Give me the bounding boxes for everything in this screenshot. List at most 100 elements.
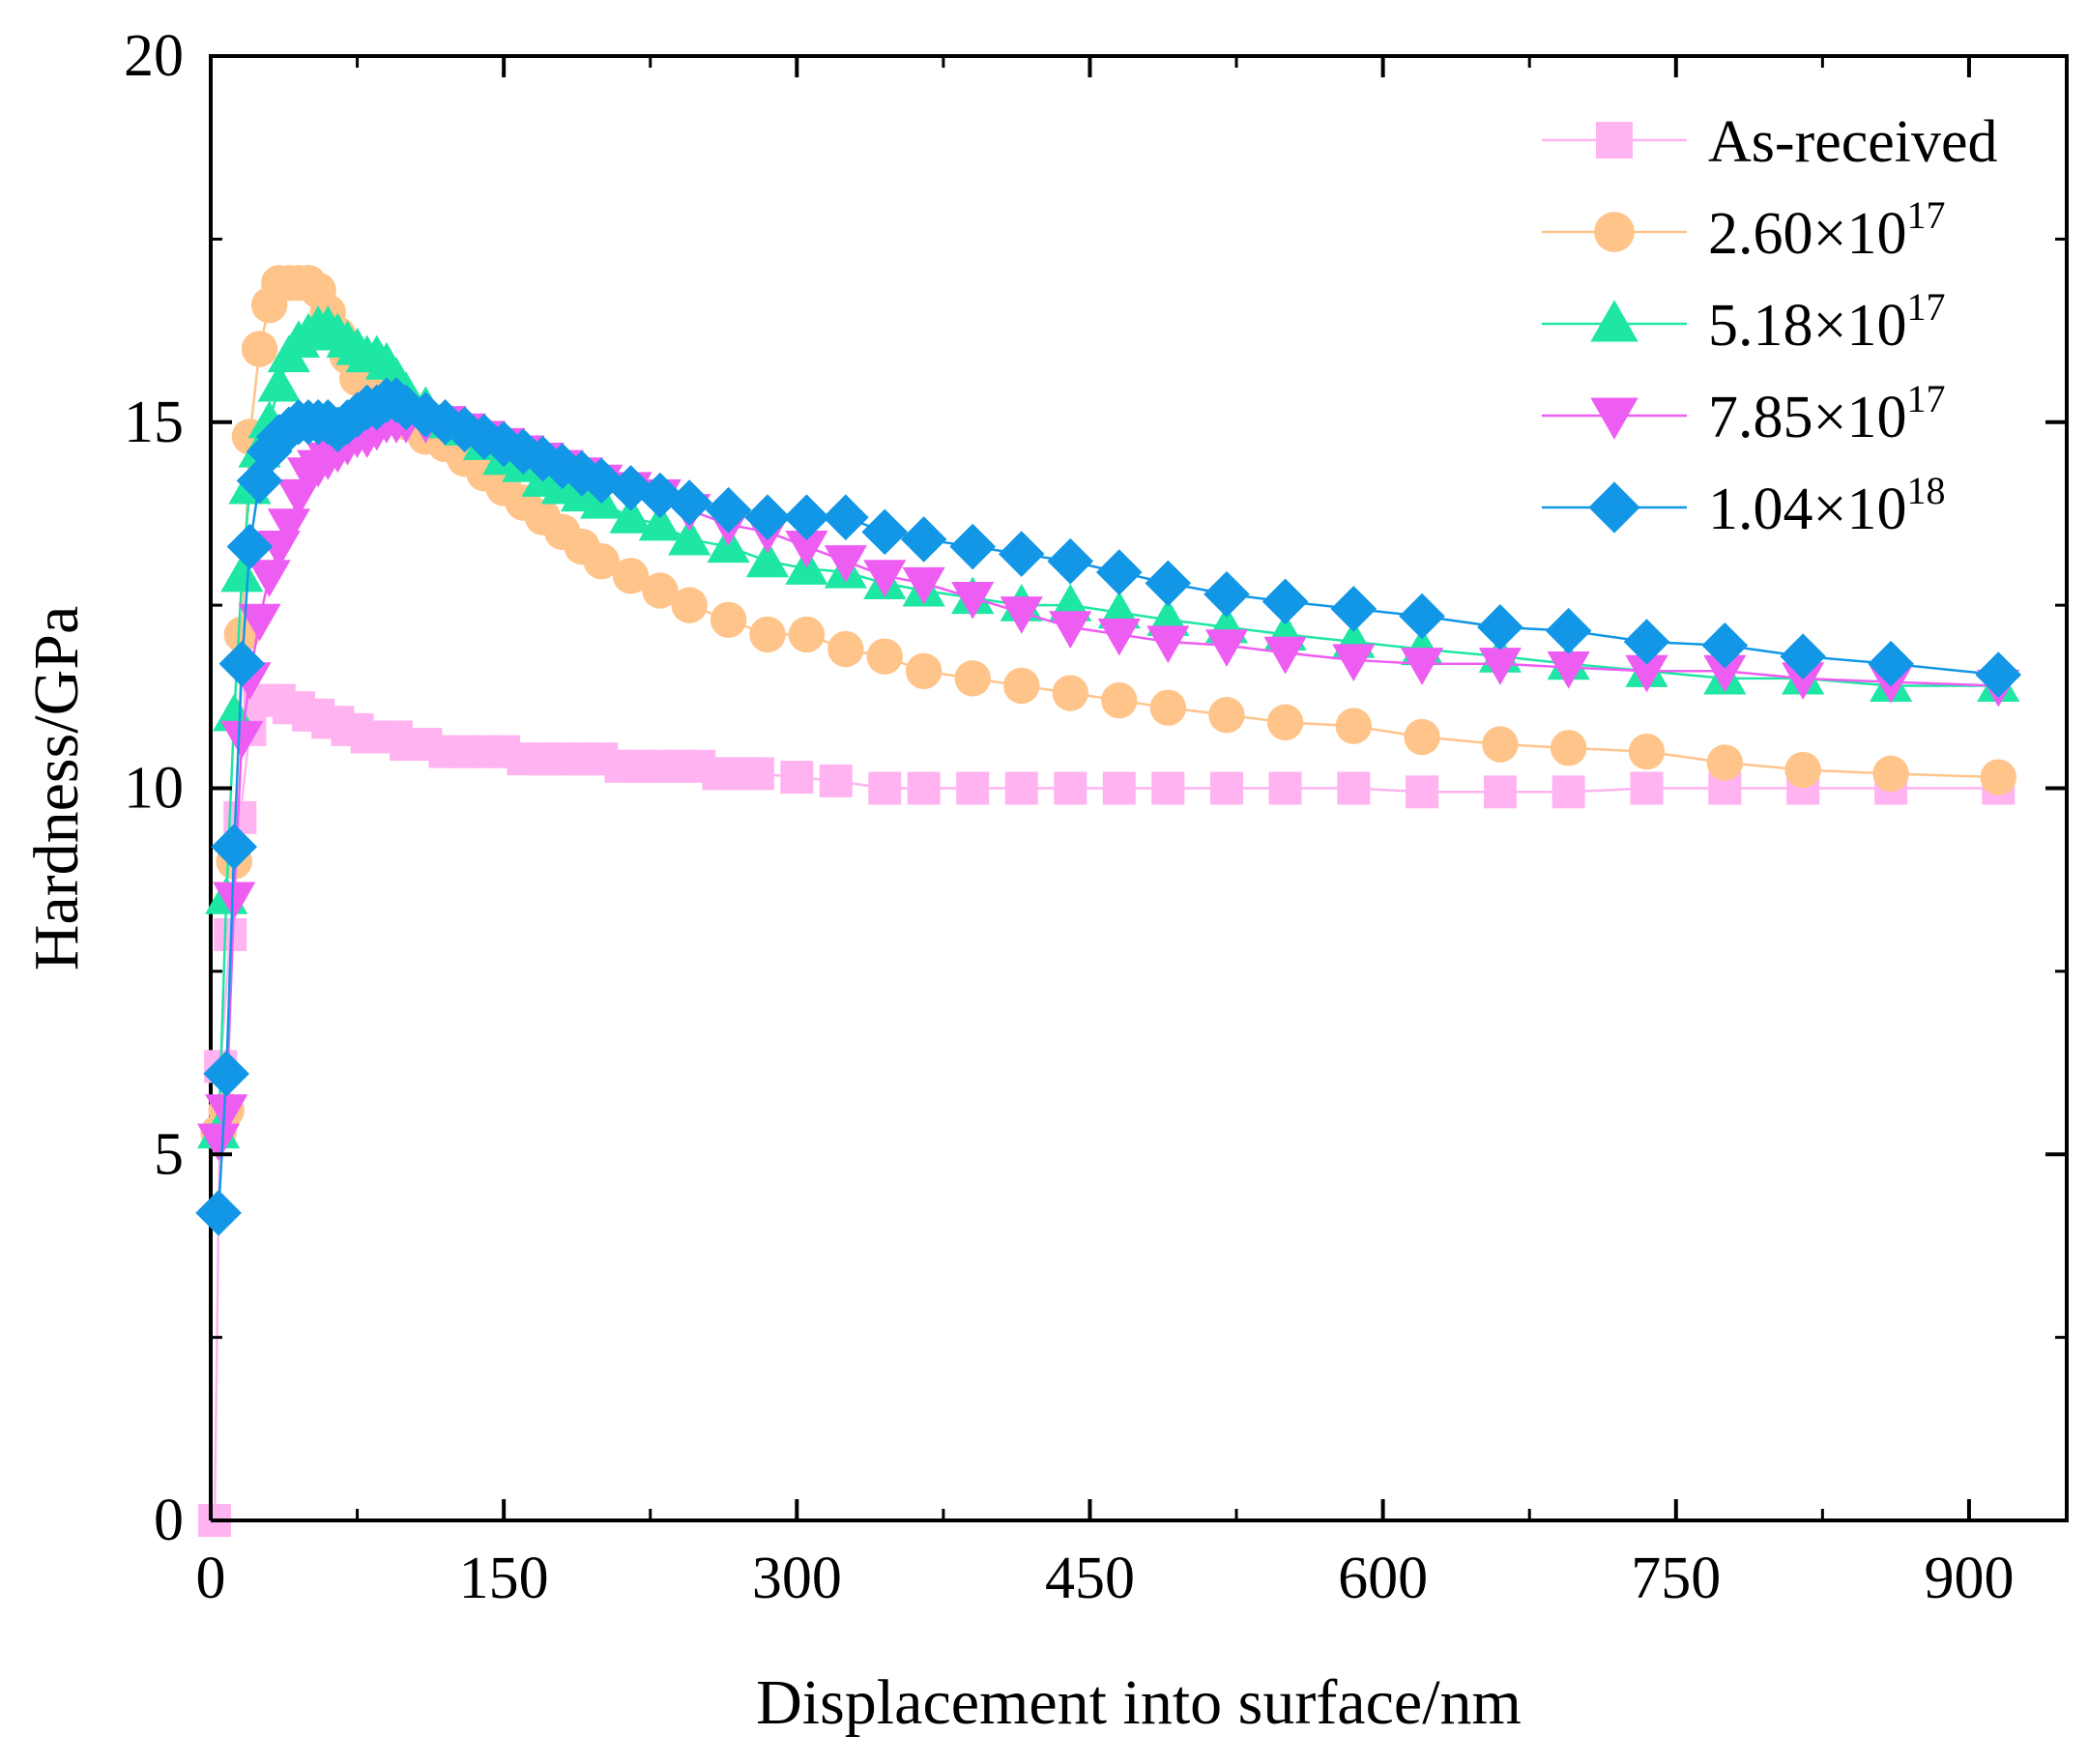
data-point [1095, 549, 1143, 595]
x-tick-label: 300 [752, 1546, 842, 1611]
data-point [1266, 704, 1304, 741]
x-tick-label: 600 [1338, 1546, 1428, 1611]
data-point [1780, 633, 1826, 680]
data-point [900, 516, 947, 563]
data-point [1868, 640, 1914, 687]
data-point [956, 771, 990, 805]
data-point [1263, 636, 1307, 675]
data-point [1262, 578, 1309, 625]
legend-marker [1596, 122, 1633, 159]
data-point [824, 545, 867, 583]
data-point [213, 882, 256, 920]
data-point [1545, 607, 1592, 654]
legend: As-received 2.60×1017 5.18×1017 7.85×1017 1.… [1542, 109, 1998, 542]
legend-label-exponent: 17 [1906, 285, 1945, 329]
data-point [1550, 730, 1587, 766]
data-point [196, 1123, 241, 1162]
data-point [902, 566, 945, 605]
data-point [1209, 771, 1243, 805]
series-1 [198, 683, 2016, 1537]
data-point [205, 1094, 248, 1132]
data-point [1149, 689, 1187, 726]
legend-label-exponent: 18 [1906, 469, 1945, 512]
data-point [868, 771, 902, 805]
data-point [905, 652, 942, 689]
data-point [1478, 648, 1522, 685]
data-point [1703, 654, 1747, 693]
data-point [1004, 771, 1038, 805]
legend-marker [1594, 212, 1635, 252]
data-point [612, 558, 650, 594]
legend-label-exponent: 17 [1906, 193, 1945, 237]
legend-label-exponent: 17 [1906, 377, 1945, 420]
data-point [1047, 537, 1094, 585]
data-point [1097, 618, 1141, 656]
data-point [1332, 644, 1376, 682]
y-axis: 0 5 10 15 20 [124, 23, 2067, 1553]
data-point [907, 771, 941, 805]
data-point [1782, 662, 1825, 700]
data-point [671, 587, 708, 623]
x-axis: 0 150 300 450 600 750 900 [196, 56, 2014, 1611]
data-point [559, 449, 605, 497]
legend-label: 7.85×1017 [1708, 377, 1945, 450]
legend-item: As-received [1542, 109, 1998, 175]
data-point [500, 428, 547, 475]
data-point [668, 517, 711, 556]
data-point [1482, 726, 1519, 763]
data-point [866, 638, 903, 675]
data-point [1049, 611, 1092, 649]
data-point [1204, 570, 1250, 618]
series-layer [195, 265, 2022, 1537]
data-point [788, 616, 826, 653]
data-point [744, 494, 791, 541]
data-point [823, 494, 869, 541]
data-point [218, 640, 266, 687]
data-point [1404, 718, 1440, 756]
data-point [1399, 593, 1445, 640]
data-point [1625, 654, 1668, 693]
data-point [1101, 681, 1138, 719]
legend-label: 5.18×1017 [1708, 285, 1945, 359]
data-point [1975, 651, 2022, 698]
data-point [819, 764, 853, 797]
data-point [1268, 771, 1302, 805]
data-point [1145, 560, 1192, 607]
data-point [1151, 771, 1185, 805]
x-tick-label: 0 [196, 1546, 226, 1611]
data-point [247, 560, 291, 597]
x-tick-label: 900 [1924, 1546, 2014, 1611]
y-tick-label: 5 [154, 1121, 184, 1187]
data-point [1483, 775, 1517, 809]
data-point [1052, 675, 1088, 711]
data-point [861, 508, 909, 556]
data-point [241, 331, 278, 367]
data-point [827, 630, 864, 668]
data-point [780, 761, 814, 795]
x-tick-label: 750 [1631, 1546, 1721, 1611]
legend-item: 2.60×1017 [1542, 193, 1945, 267]
data-point [220, 720, 264, 759]
data-point [783, 494, 830, 541]
data-point [998, 531, 1045, 577]
legend-item: 5.18×1017 [1542, 285, 1945, 359]
data-point [1146, 625, 1190, 664]
data-point [609, 496, 652, 534]
data-point [226, 523, 274, 570]
x-axis-title: Displacement into surface/nm [756, 1667, 1522, 1738]
legend-label: As-received [1708, 109, 1998, 175]
data-point [1784, 751, 1821, 789]
data-point [421, 398, 469, 446]
x-tick-label: 150 [459, 1546, 549, 1611]
data-point [211, 824, 258, 870]
y-tick-label: 20 [124, 23, 184, 89]
data-point [267, 508, 310, 546]
series-5 [195, 377, 2022, 1236]
y-tick-label: 10 [124, 756, 184, 822]
legend-label: 1.04×1018 [1708, 469, 1945, 542]
legend-marker [1590, 300, 1638, 342]
data-point [740, 757, 774, 791]
data-point [863, 560, 907, 597]
